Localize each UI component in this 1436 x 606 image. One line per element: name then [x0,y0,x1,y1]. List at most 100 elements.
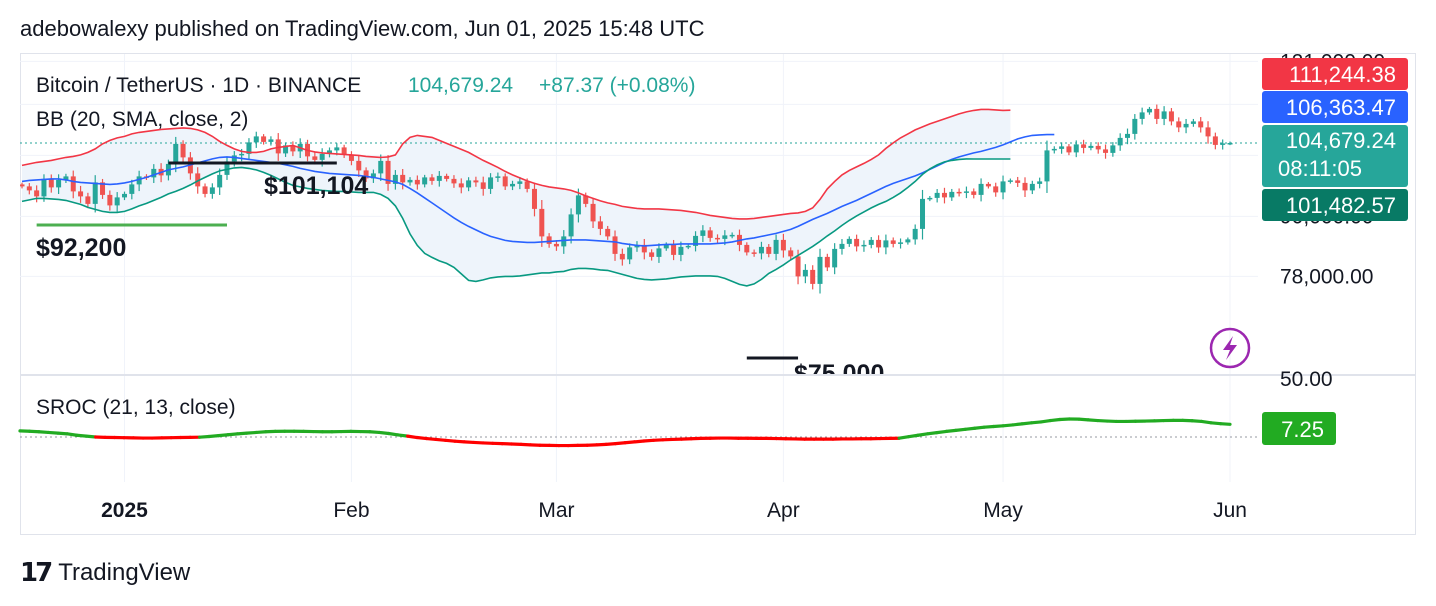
candle-body [466,180,472,188]
candle-body [1066,146,1072,153]
candle-body [1198,121,1204,128]
candle [1073,140,1079,158]
candle-body [656,248,662,257]
x-tick-label: Feb [333,499,369,522]
candle-body [290,145,296,152]
candle-body [209,187,215,194]
candle [956,188,962,197]
candle [26,183,32,195]
candle-body [861,244,867,247]
candle-body [524,181,530,189]
candle [751,249,757,257]
candle-body [1088,145,1094,148]
candle [436,171,442,187]
candle [1132,114,1138,140]
candle-body [444,175,450,179]
candle [678,241,684,262]
candle [414,175,420,190]
footer-logo[interactable]: 17 TradingView [20,558,190,588]
candle-body [685,245,691,248]
candle [246,138,252,159]
candle [912,224,918,245]
candle-body [26,186,32,191]
candle-body [107,194,113,206]
candle [1044,140,1050,193]
candle-body [283,145,289,154]
candle [1088,143,1094,151]
candle-body [1007,180,1013,182]
lower-band-line [21,158,1011,287]
candle [202,183,208,198]
candle-body [436,175,442,181]
candle-body [480,182,486,189]
candle [114,192,120,212]
candle [729,232,735,239]
candle-body [312,156,318,160]
candle-body [1044,150,1050,182]
candle [656,243,662,263]
candle-body [1110,145,1116,153]
candle-body [729,234,735,237]
candle-body [627,247,633,260]
candle [209,183,215,199]
candle [268,136,274,146]
upper-band-line [21,108,1011,220]
candle-body [151,168,157,178]
candle [1015,176,1021,187]
candle [590,198,596,228]
candle [700,225,706,243]
bollinger-band-fill [22,109,1011,286]
candle [934,189,940,203]
candle-body [422,177,428,185]
candle-body [488,177,494,189]
badge-upper-band-bg [1262,58,1408,90]
candle [363,167,369,182]
candle-body [370,173,376,179]
candle [971,188,977,199]
candle-body [195,173,201,187]
candle-body [1168,111,1174,122]
candle-body [392,174,398,184]
candle-body [905,239,911,243]
candle-body [129,184,135,194]
candle-body [231,155,237,162]
candle [1103,144,1109,159]
candle [1212,132,1218,150]
candle-body [400,174,406,183]
candle [1081,139,1087,154]
candle [985,182,991,189]
candle [546,233,552,248]
candle-body [34,190,40,197]
candle-body [780,239,786,251]
candle-body [1146,108,1152,113]
candle [63,173,69,183]
candle [121,191,127,201]
candle-body [414,179,420,185]
candle [224,157,230,180]
candle-body [1132,118,1138,134]
candle-body [920,198,926,229]
candle-body [319,153,325,160]
candle [1051,146,1057,154]
price-pane: $101,104 $92,200 $75,000 [20,104,1258,374]
candle-body [1000,181,1006,193]
badge-sroc: 7.25 [1281,417,1324,442]
candle [883,234,889,255]
tradingview-logo-icon: 17 [20,558,53,588]
candle-body [605,228,611,237]
candle-body [136,176,142,185]
candle [392,170,398,190]
candle [993,182,999,197]
candle [78,185,84,203]
candle-body [1139,112,1145,119]
candle [510,180,516,191]
candle-body [597,221,603,229]
candle-body [912,228,918,240]
candle [949,188,955,201]
badge-last: 104,679.24 [1286,128,1396,153]
candle-body [363,170,369,179]
candle [1059,142,1065,154]
candle [378,154,384,181]
candle [1022,177,1028,197]
